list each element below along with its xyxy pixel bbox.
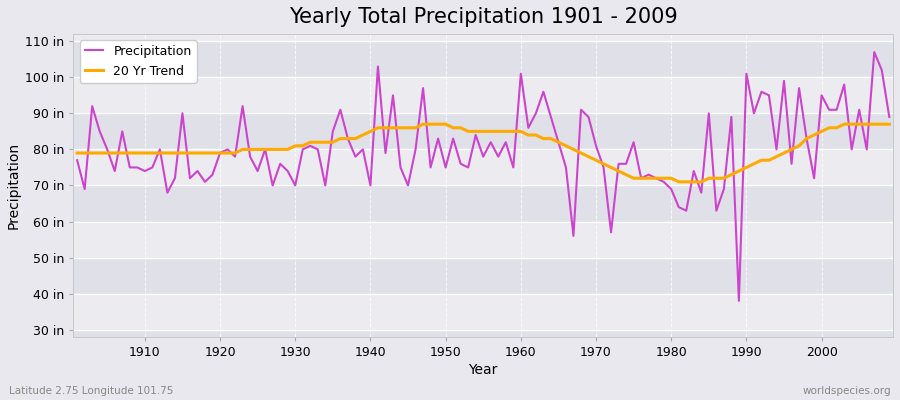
Precipitation: [72, 158, 83, 163]
Precipitation: [343, 136, 354, 141]
Precipitation: [508, 165, 518, 170]
Bar: [74, 222, 893, 258]
Bar: [74, 77, 893, 113]
Bar: [74, 186, 893, 222]
Bar: [74, 34, 893, 41]
Legend: Precipitation, 20 Yr Trend: Precipitation, 20 Yr Trend: [79, 40, 196, 82]
20 Yr Trend: [673, 180, 684, 184]
X-axis label: Year: Year: [469, 363, 498, 377]
20 Yr Trend: [516, 129, 526, 134]
20 Yr Trend: [418, 122, 428, 126]
Line: Precipitation: Precipitation: [77, 52, 889, 301]
20 Yr Trend: [72, 151, 83, 156]
Bar: [74, 41, 893, 77]
Precipitation: [516, 71, 526, 76]
Precipitation: [297, 147, 308, 152]
Text: Latitude 2.75 Longitude 101.75: Latitude 2.75 Longitude 101.75: [9, 386, 174, 396]
Title: Yearly Total Precipitation 1901 - 2009: Yearly Total Precipitation 1901 - 2009: [289, 7, 678, 27]
20 Yr Trend: [297, 144, 308, 148]
Bar: [74, 258, 893, 294]
Text: worldspecies.org: worldspecies.org: [803, 386, 891, 396]
Bar: [74, 150, 893, 186]
20 Yr Trend: [343, 136, 354, 141]
Precipitation: [868, 50, 879, 54]
Bar: [74, 294, 893, 330]
Precipitation: [606, 230, 616, 235]
20 Yr Trend: [132, 151, 143, 156]
20 Yr Trend: [613, 169, 624, 174]
Bar: [74, 113, 893, 150]
Precipitation: [734, 298, 744, 303]
Line: 20 Yr Trend: 20 Yr Trend: [77, 124, 889, 182]
Precipitation: [884, 114, 895, 119]
20 Yr Trend: [523, 132, 534, 137]
20 Yr Trend: [884, 122, 895, 126]
Bar: [74, 330, 893, 337]
Y-axis label: Precipitation: Precipitation: [7, 142, 21, 229]
Precipitation: [132, 165, 143, 170]
